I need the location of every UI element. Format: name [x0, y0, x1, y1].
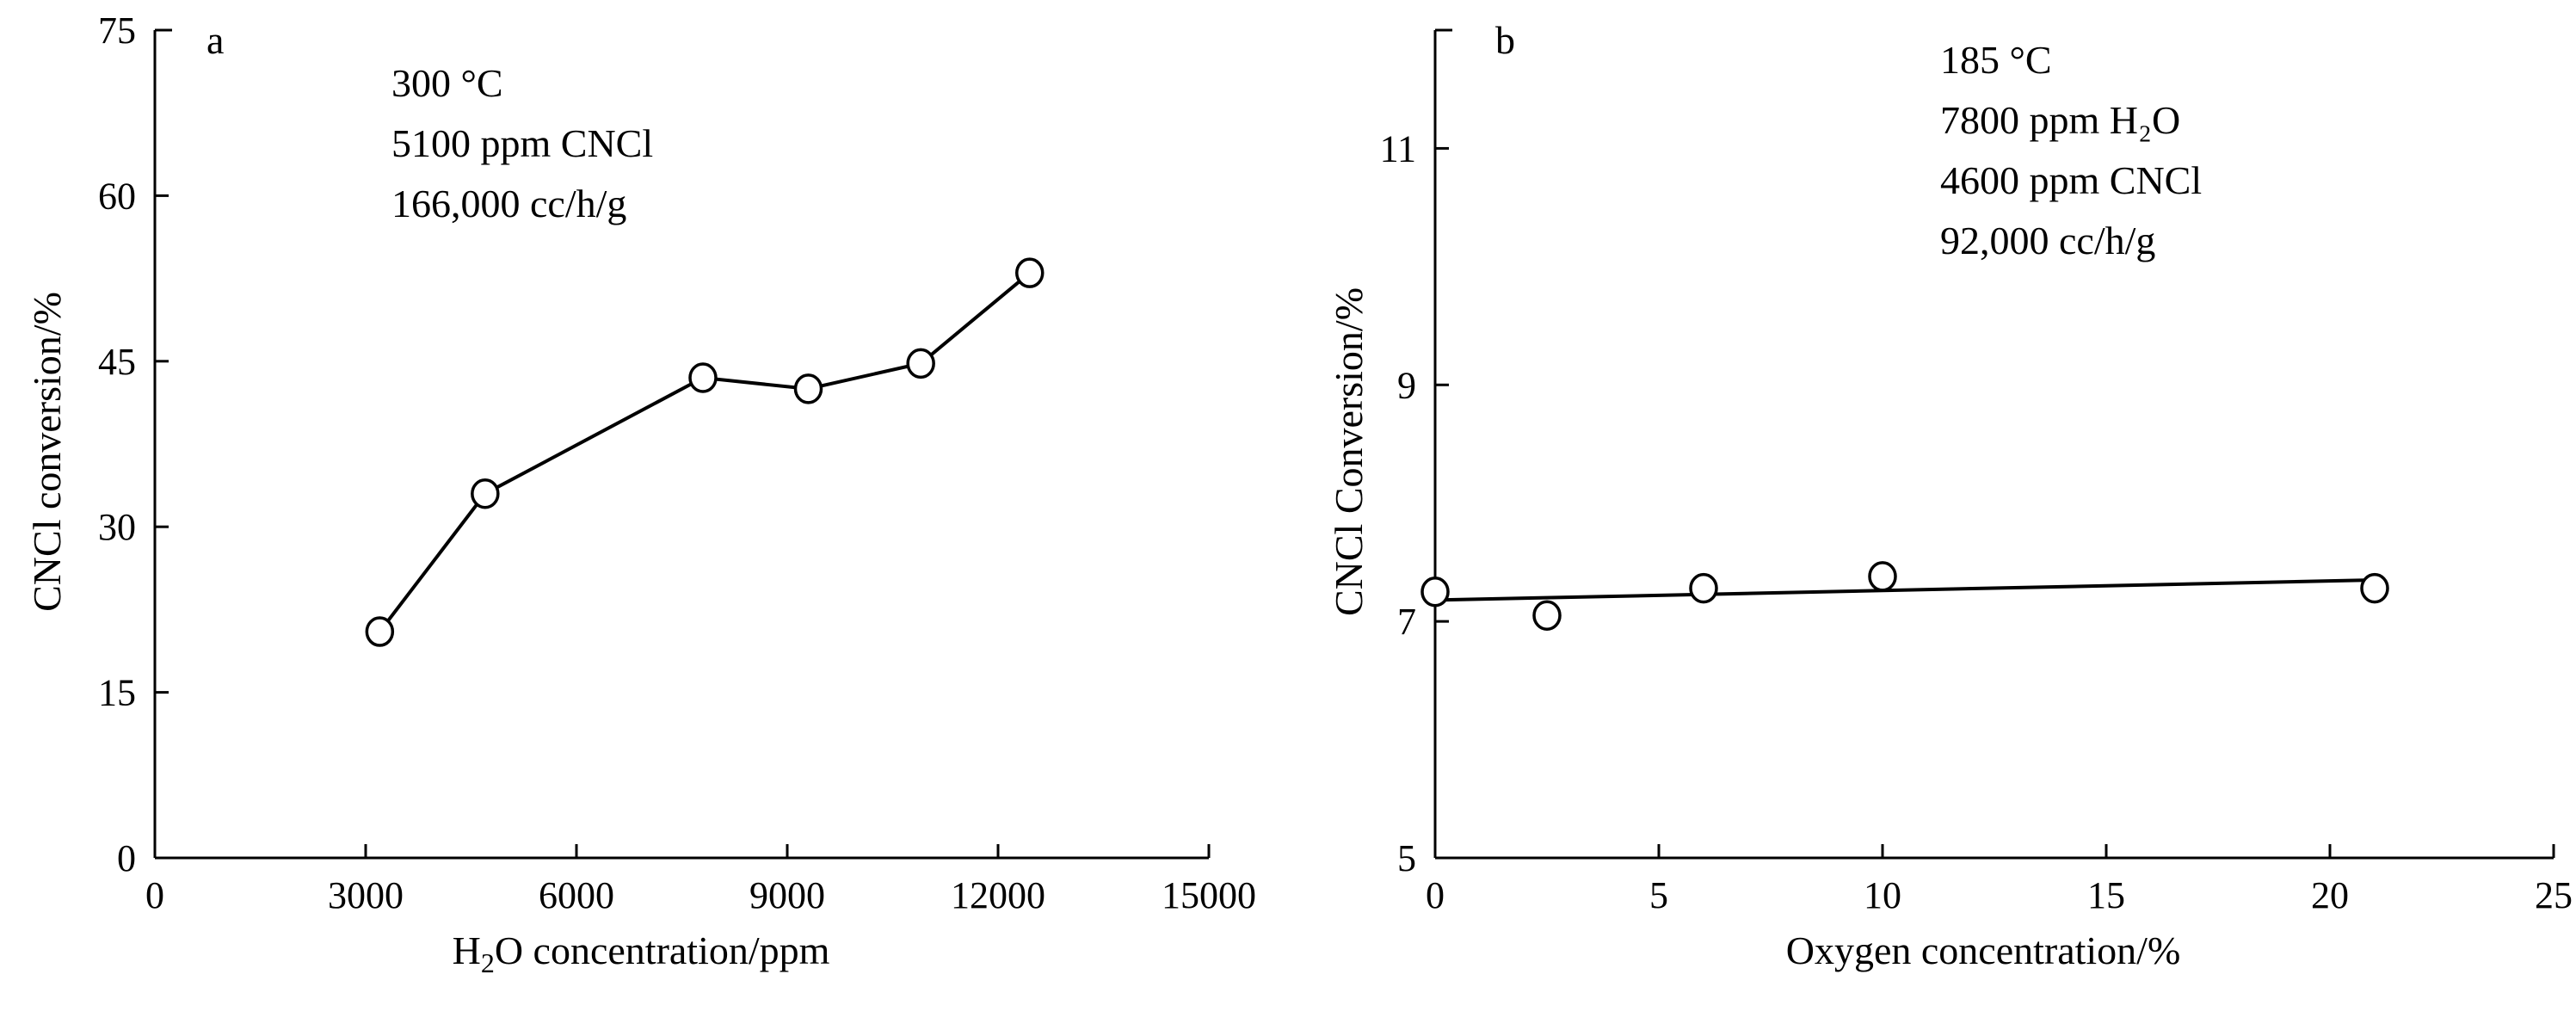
panel-a-x-axis-label: H2O concentration/ppm	[453, 928, 830, 978]
panel-a-y-tick-label: 15	[98, 672, 136, 714]
panel-b-annotation-ghsv: 92,000 cc/h/g	[1940, 219, 2155, 262]
panel-a-x-tick-label: 12000	[951, 874, 1045, 916]
chart-panel-a: a 0 3000 6000 9000 12000 15000 0 15 30 45 60 75 H2O…	[25, 9, 1256, 978]
panel-a-x-tick-label: 6000	[539, 874, 614, 916]
panel-a-data-point	[365, 616, 395, 647]
panel-a-data-point	[906, 348, 935, 379]
panel-b-x-axis-label: Oxygen concentration/%	[1786, 928, 2181, 972]
panel-a-y-tick-label: 0	[117, 837, 136, 879]
panel-b-y-tick-label: 11	[1380, 127, 1416, 170]
panel-a-x-tick-label: 9000	[749, 874, 825, 916]
panel-a-y-axis-label: CNCl conversion/%	[25, 292, 69, 612]
panel-a-y-tick-label: 75	[98, 9, 136, 52]
panel-a-annotation: 300 °C 5100 ppm CNCl 166,000 cc/h/g	[391, 61, 653, 225]
panel-a-data-point	[688, 362, 718, 393]
panel-b-data-point	[1532, 600, 1562, 632]
panel-b-x-tick-label: 15	[2087, 874, 2125, 916]
panel-a-annotation-temperature: 300 °C	[391, 61, 503, 105]
panel-b-data-point	[1868, 561, 1897, 592]
panel-a-y-tick-label: 60	[98, 175, 136, 217]
panel-b-annotation-h2o: 7800 ppm H₂O	[1940, 98, 2180, 142]
panel-b-data-point	[2360, 572, 2389, 604]
panel-b-data-point	[1689, 572, 1718, 604]
panel-a-y-tick-label: 30	[98, 506, 136, 548]
panel-a-annotation-cncl: 5100 ppm CNCl	[391, 121, 653, 165]
panel-b-annotation: 185 °C 7800 ppm H₂O 4600 ppm CNCl 92,000…	[1940, 38, 2202, 262]
panel-b-x-tick-label: 0	[1426, 874, 1445, 916]
panel-a-data-point	[793, 373, 823, 404]
panel-b-x-tick-label: 20	[2311, 874, 2349, 916]
panel-a-y-tick-label: 45	[98, 341, 136, 383]
panel-a-x-tick-label: 0	[145, 874, 164, 916]
panel-b-trend-line	[1434, 578, 2376, 602]
panel-b-x-tick-label: 5	[1649, 874, 1668, 916]
panel-a-x-tick-label: 15000	[1162, 874, 1256, 916]
panel-a-x-tick-label: 3000	[328, 874, 404, 916]
panel-a-data-point	[1015, 257, 1045, 288]
panel-a-series-line	[378, 271, 1032, 633]
panel-a-label: a	[206, 18, 224, 62]
panel-b-x-tick-label: 25	[2535, 874, 2573, 916]
panel-b-annotation-temperature: 185 °C	[1940, 38, 2052, 82]
panel-a-data-point	[471, 478, 500, 509]
panel-b-data-point	[1420, 577, 1450, 608]
panel-b-label: b	[1495, 18, 1515, 62]
panel-b-y-tick-label: 7	[1397, 601, 1416, 643]
panel-a-annotation-ghsv: 166,000 cc/h/g	[391, 182, 626, 225]
panel-b-annotation-cncl: 4600 ppm CNCl	[1940, 158, 2202, 202]
panel-b-y-axis-label: CNCl Conversion/%	[1327, 287, 1371, 616]
panel-b-y-tick-label: 9	[1397, 364, 1416, 406]
panel-b-x-tick-label: 10	[1864, 874, 1901, 916]
panel-b-y-tick-label: 5	[1397, 837, 1416, 879]
